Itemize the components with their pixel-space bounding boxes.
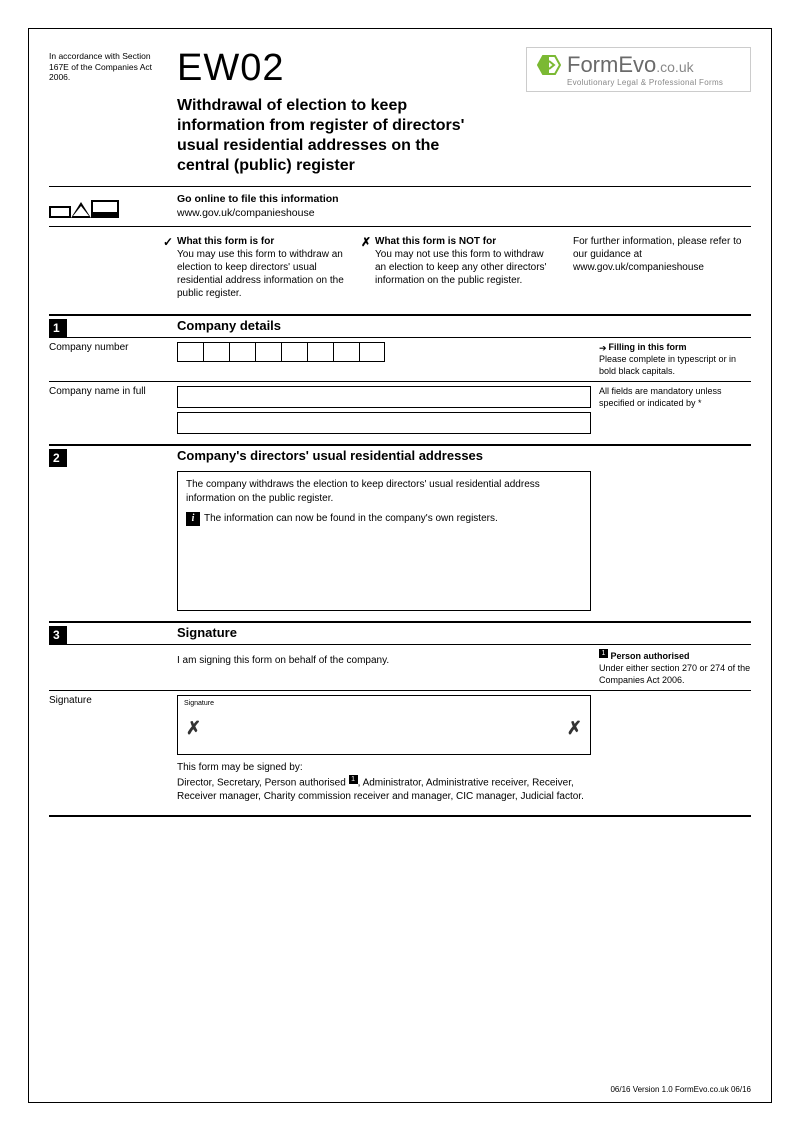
section1-num: 1 <box>49 319 67 337</box>
page-footer: 06/16 Version 1.0 FormEvo.co.uk 06/16 <box>610 1085 751 1094</box>
signed-by: This form may be signed by: Director, Se… <box>177 755 591 803</box>
info-not: ✗ What this form is NOT for You may not … <box>375 235 553 300</box>
online-line1: Go online to file this information <box>177 193 339 207</box>
cross-icon: ✗ <box>361 235 371 251</box>
sig-x-right: ✗ <box>567 718 582 739</box>
accordance-text: In accordance with Section 167E of the C… <box>49 47 159 83</box>
company-name-field-2[interactable] <box>177 412 591 434</box>
check-icon: ✓ <box>163 235 173 251</box>
side-body2: All fields are mandatory unless specifie… <box>599 386 722 408</box>
section2-body1: The company withdraws the election to ke… <box>186 478 582 506</box>
form-code: EW02 <box>177 47 508 90</box>
section1-bar: 1 Company details <box>49 314 751 337</box>
section3-side: 1 Person authorised Under either section… <box>591 645 751 690</box>
online-text: Go online to file this information www.g… <box>177 193 339 220</box>
signature-box[interactable]: Signature ✗ ✗ <box>177 695 591 755</box>
section3-sig-row: Signature Signature ✗ ✗ This form may be… <box>49 690 751 807</box>
logo: FormEvo.co.uk Evolutionary Legal & Profe… <box>526 47 751 92</box>
sig-x-left: ✗ <box>186 718 201 739</box>
header: In accordance with Section 167E of the C… <box>49 47 751 176</box>
logo-form: Form <box>567 52 618 77</box>
section2-body: The company withdraws the election to ke… <box>49 467 751 615</box>
title-block: EW02 Withdrawal of election to keep info… <box>177 47 508 176</box>
hex-icon <box>537 53 561 77</box>
section3-num: 3 <box>49 626 67 644</box>
side-body1: Please complete in typescript or in bold… <box>599 354 736 376</box>
company-name-label: Company name in full <box>49 382 177 438</box>
info-for-body: You may use this form to withdraw an ele… <box>177 248 355 300</box>
form-title: Withdrawal of election to keep informati… <box>177 96 487 176</box>
company-name-field-1[interactable] <box>177 386 591 408</box>
section2-num: 2 <box>49 449 67 467</box>
signed-by-head: This form may be signed by: <box>177 761 591 775</box>
logo-couk: .co.uk <box>656 59 693 75</box>
section3-title: Signature <box>177 623 751 644</box>
section1-side: ➔Filling in this form Please complete in… <box>591 338 751 381</box>
section1-row2: Company name in full All fields are mand… <box>49 381 751 438</box>
section2-bar: 2 Company's directors' usual residential… <box>49 444 751 467</box>
section3-side-head: Person authorised <box>611 651 690 661</box>
signing-statement: I am signing this form on behalf of the … <box>177 649 591 672</box>
signature-label: Signature <box>49 691 177 807</box>
info-not-header: What this form is NOT for <box>375 235 553 248</box>
info-icon: i <box>186 512 200 526</box>
section2-body2: The information can now be found in the … <box>204 513 498 524</box>
section1-side2: All fields are mandatory unless specifie… <box>591 382 751 438</box>
form-page: In accordance with Section 167E of the C… <box>28 28 772 1103</box>
section3-side-body: Under either section 270 or 274 of the C… <box>599 663 750 685</box>
section2-textbox: The company withdraws the election to ke… <box>177 471 591 611</box>
section3-bar: 3 Signature <box>49 621 751 644</box>
footnote-1-icon-inline: 1 <box>349 775 358 784</box>
section1-row1: Company number ➔Filling in this form Ple… <box>49 337 751 381</box>
info-not-body: You may not use this form to withdraw an… <box>375 248 553 287</box>
section3-statement-row: I am signing this form on behalf of the … <box>49 644 751 690</box>
info-further-body: For further information, please refer to… <box>573 235 751 274</box>
info-columns: ✓ What this form is for You may use this… <box>49 227 751 308</box>
signature-small: Signature <box>184 700 584 707</box>
info-further: For further information, please refer to… <box>573 235 751 300</box>
info-for: ✓ What this form is for You may use this… <box>177 235 355 300</box>
logo-evo: Evo <box>618 52 656 77</box>
online-icon <box>49 194 159 220</box>
company-number-label: Company number <box>49 338 177 381</box>
footnote-1-icon: 1 <box>599 649 608 658</box>
info-for-header: What this form is for <box>177 235 355 248</box>
side-head: Filling in this form <box>609 342 687 352</box>
company-number-boxes[interactable] <box>177 342 591 362</box>
arrow-icon: ➔ <box>599 343 607 355</box>
online-line2: www.gov.uk/companieshouse <box>177 207 339 221</box>
logo-tagline: Evolutionary Legal & Professional Forms <box>537 78 740 87</box>
online-row: Go online to file this information www.g… <box>49 186 751 227</box>
footer-rule <box>49 815 751 817</box>
section1-title: Company details <box>177 316 751 337</box>
section2-title: Company's directors' usual residential a… <box>177 446 751 467</box>
